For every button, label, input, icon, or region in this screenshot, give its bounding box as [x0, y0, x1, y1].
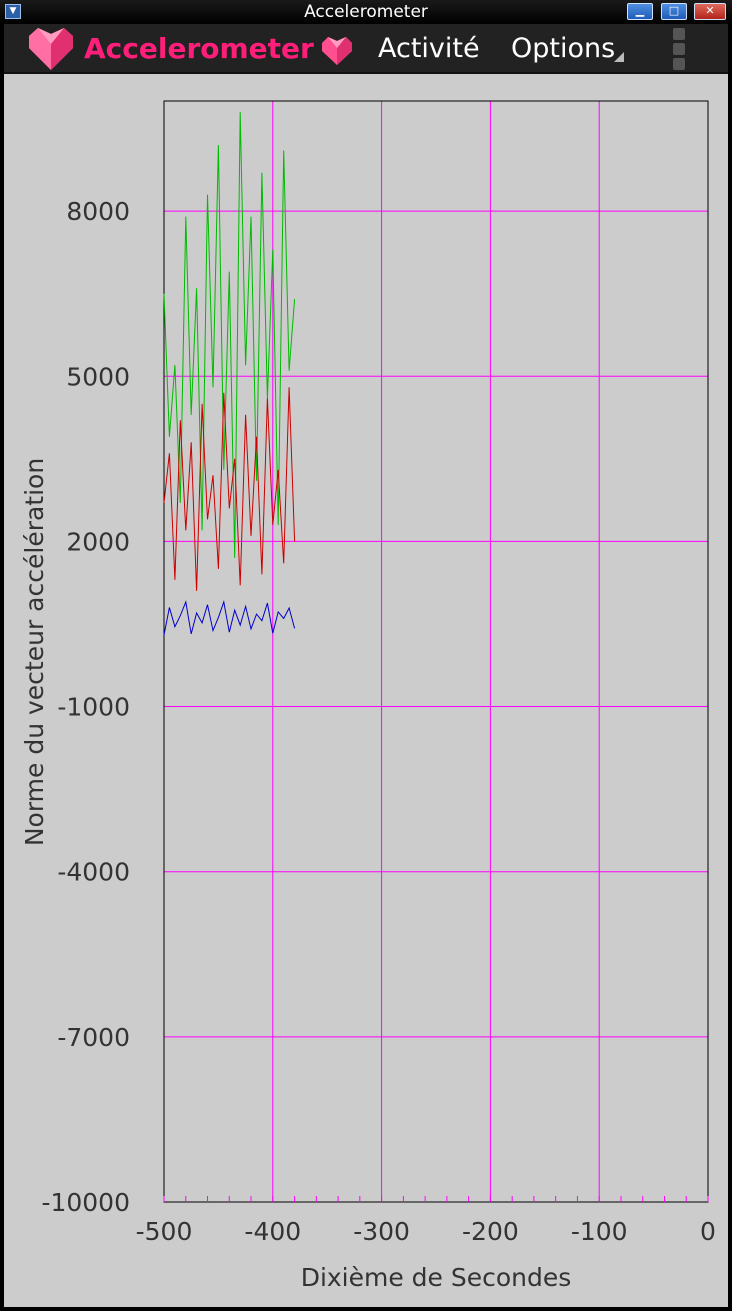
minimize-icon: ▁ — [635, 4, 645, 17]
chart-area: 8000 5000 2000 -1000 -4000 -7000 -10000 -500 -40… — [4, 74, 728, 1307]
nav-activite[interactable]: Activité — [378, 33, 480, 64]
maximize-button[interactable]: □ — [661, 3, 687, 20]
close-icon: ✕ — [705, 4, 715, 17]
x-tick-label: -300 — [353, 1217, 410, 1246]
window-title: Accelerometer — [304, 2, 428, 22]
y-tick-label: -4000 — [57, 858, 130, 887]
y-axis-label: Norme du vecteur accélération — [20, 458, 49, 846]
x-tick-label: -200 — [462, 1217, 519, 1246]
close-button[interactable]: ✕ — [694, 3, 726, 20]
app-action-bar: Accelerometer Activité Options — [4, 24, 728, 74]
window-titlebar: ▼ Accelerometer ▁ □ ✕ — [0, 0, 732, 24]
plot-frame — [163, 100, 709, 1203]
heart-icon[interactable] — [26, 26, 76, 72]
series-line-0 — [163, 111, 296, 558]
maximize-icon: □ — [668, 4, 680, 17]
series-line-2 — [163, 600, 296, 636]
y-tick-label: 8000 — [66, 197, 130, 226]
chevron-down-icon: ▼ — [9, 6, 17, 16]
y-tick-label: -10000 — [41, 1188, 130, 1217]
y-tick-label: -7000 — [57, 1023, 130, 1052]
heart-icon[interactable] — [320, 36, 354, 66]
x-tick-label: -100 — [571, 1217, 628, 1246]
y-tick-label: 2000 — [66, 527, 130, 556]
y-tick-label: 5000 — [66, 362, 130, 391]
app-title: Accelerometer — [84, 32, 314, 65]
dropdown-caret-icon — [614, 52, 624, 62]
minimize-button[interactable]: ▁ — [627, 3, 653, 20]
x-tick-label: -500 — [136, 1217, 193, 1246]
overflow-menu-icon[interactable] — [672, 28, 686, 72]
x-axis-label: Dixième de Secondes — [301, 1263, 572, 1292]
series-line-1 — [163, 387, 296, 591]
y-tick-label: -1000 — [57, 693, 130, 722]
x-tick-label: -400 — [244, 1217, 301, 1246]
window-menu-button[interactable]: ▼ — [5, 4, 21, 19]
x-tick-label: 0 — [700, 1217, 716, 1246]
nav-options[interactable]: Options — [511, 33, 616, 64]
